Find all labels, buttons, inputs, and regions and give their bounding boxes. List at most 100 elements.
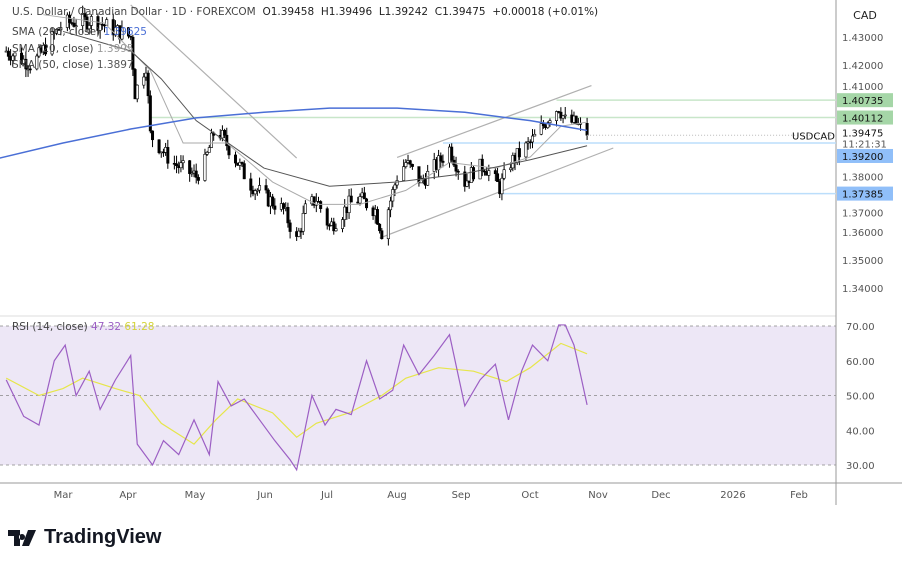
time-tick-label: Oct — [521, 490, 538, 501]
time-tick-label: Apr — [119, 490, 137, 501]
candle-body — [559, 111, 563, 119]
high-value: H1.39496 — [320, 6, 373, 18]
candle-body — [179, 162, 183, 169]
candle-body — [271, 196, 275, 207]
rsi-tick-label: 30.00 — [846, 461, 875, 472]
change-value: +0.00018 (+0.01%) — [492, 6, 599, 18]
candle-body — [255, 189, 259, 192]
candle-body — [253, 190, 257, 195]
rsi-ma-line — [5, 342, 588, 445]
price-badge — [837, 93, 893, 108]
candle-body — [472, 167, 476, 180]
candle-body — [454, 164, 458, 172]
candle-body — [273, 205, 277, 210]
rsi-value: 47.32 — [91, 321, 122, 333]
price-tick-label: 1.43000 — [842, 33, 883, 44]
time-tick-label: Sep — [452, 490, 471, 501]
candle-body — [441, 160, 445, 163]
rsi-tick-label: 60.00 — [846, 357, 875, 368]
candle-body — [188, 160, 192, 174]
candle-body — [13, 52, 17, 57]
indicator-label: SMA (200, close) — [12, 26, 101, 38]
candle-body — [312, 196, 316, 206]
candle-body — [343, 206, 347, 220]
rsi-tick-label: 50.00 — [846, 392, 875, 403]
price-badge-label: 1.40735 — [842, 96, 883, 107]
candle-body — [375, 209, 379, 225]
price-badge — [837, 148, 893, 163]
price-tick-label: 1.41000 — [842, 82, 883, 93]
candle-body — [28, 68, 32, 71]
indicator-label: SMA (20, close) — [12, 43, 94, 55]
sma20-line — [43, 14, 588, 205]
rsi-legend[interactable]: RSI (14, close) 47.32 61.28 — [12, 321, 154, 333]
indicator-value: 1.3897 — [96, 59, 134, 71]
candle-body — [207, 147, 211, 153]
candle-body — [142, 76, 146, 86]
candle-body — [439, 155, 443, 162]
candle-body — [297, 230, 301, 237]
time-tick-label: Jun — [256, 490, 273, 501]
candle-body — [509, 167, 513, 171]
candle-body — [175, 163, 179, 167]
candle-body — [517, 148, 521, 158]
currency-button[interactable]: CAD — [840, 4, 890, 28]
trend-line — [379, 147, 614, 239]
candle-body — [500, 177, 504, 195]
symbol-legend: U.S. Dollar / Canadian Dollar · 1D · FOR… — [12, 6, 598, 18]
candle-body — [496, 173, 500, 182]
countdown-label: 11:21:31 — [842, 139, 887, 150]
candle-body — [196, 177, 200, 181]
symbol-label: USDCAD — [792, 131, 835, 142]
candle-body — [319, 201, 323, 209]
candle-body — [227, 145, 231, 156]
symbol-title: U.S. Dollar / Canadian Dollar · 1D · FOR… — [12, 6, 256, 18]
time-tick-label: Jul — [320, 490, 333, 501]
trend-line — [130, 4, 298, 159]
candle-body — [166, 147, 170, 164]
candle-body — [463, 171, 467, 187]
candle-body — [258, 185, 262, 191]
last-price-label: 1.39475 — [842, 128, 883, 139]
candle-body — [410, 163, 414, 167]
candle-body — [96, 16, 100, 31]
candle-body — [87, 25, 91, 30]
indicator-sma20[interactable]: SMA (20, close) 1.3995 — [12, 43, 134, 55]
candle-body — [555, 111, 559, 121]
rsi-line — [5, 324, 588, 472]
indicator-value: 1.3995 — [96, 43, 134, 55]
candle-body — [574, 115, 578, 125]
candle-body — [203, 153, 207, 181]
chart-canvas[interactable]: 1.43000 1.42000 1.41000 1.38000 1.37000 1.360… — [0, 0, 902, 510]
candle-body — [120, 27, 124, 40]
candle-body — [157, 139, 161, 154]
candle-body — [24, 58, 28, 70]
candle-body — [332, 221, 336, 232]
candle-body — [299, 230, 303, 233]
indicator-sma50[interactable]: SMA (50, close) 1.3897 — [12, 59, 134, 71]
candle-body — [35, 55, 39, 70]
tradingview-logo-icon — [8, 529, 36, 546]
time-tick-label: Aug — [387, 490, 407, 501]
candle-body — [386, 209, 390, 240]
candle-body — [85, 16, 89, 30]
price-tick-label: 1.38000 — [842, 172, 883, 183]
candle-body — [194, 170, 198, 178]
candle-body — [365, 198, 369, 209]
candle-body — [408, 160, 412, 165]
candle-body — [561, 115, 565, 119]
candle-body — [240, 162, 244, 164]
low-value: L1.39242 — [378, 6, 429, 18]
price-badge-label: 1.40112 — [842, 114, 883, 125]
candle-body — [404, 162, 408, 167]
candle-body — [456, 170, 460, 173]
candle-body — [303, 203, 307, 214]
time-tick-label: May — [185, 490, 206, 501]
indicator-sma200[interactable]: SMA (200, close) 1.39625 — [12, 26, 147, 38]
candle-body — [391, 189, 395, 202]
candle-body — [148, 95, 152, 132]
indicator-label: SMA (50, close) — [12, 59, 94, 71]
candle-body — [181, 160, 185, 164]
candle-body — [334, 228, 338, 232]
candle-body — [546, 122, 550, 128]
